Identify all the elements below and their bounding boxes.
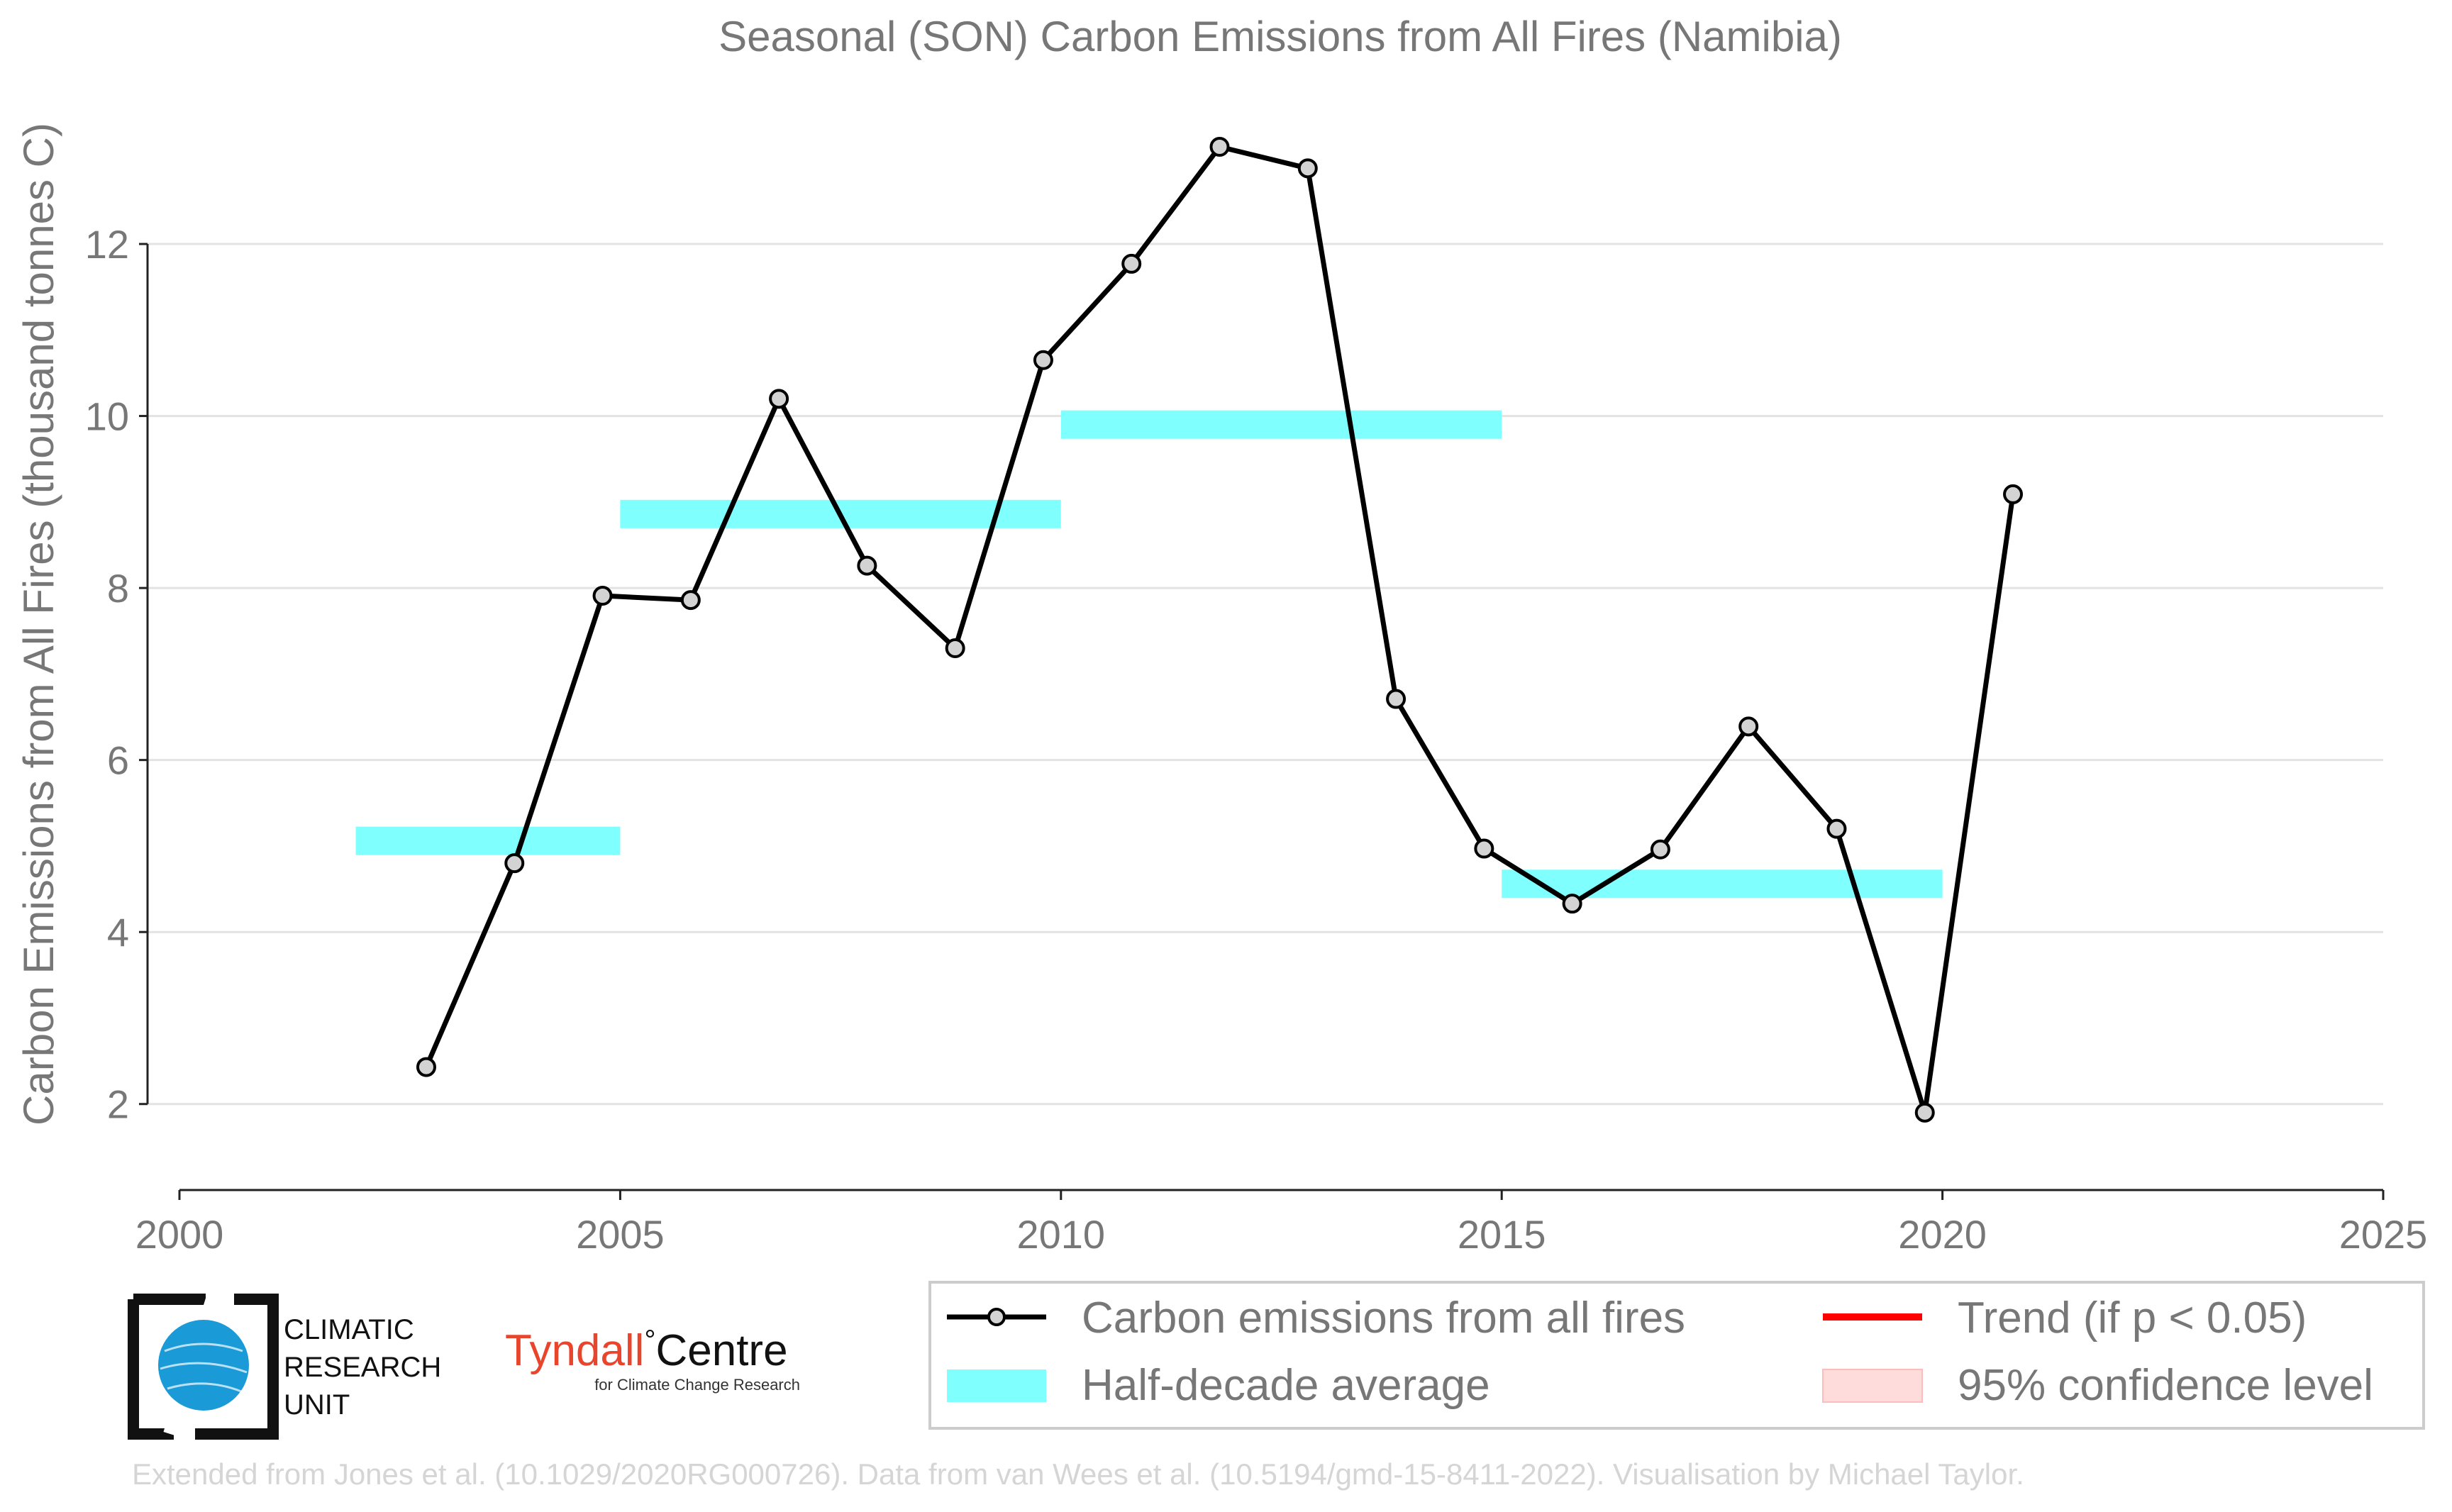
- cru-line-2: RESEARCH: [284, 1352, 441, 1383]
- tyndall-subtitle: for Climate Change Research: [594, 1376, 800, 1394]
- cru-logo: CLIMATIC RESEARCH UNIT: [128, 1294, 441, 1440]
- data-point: [1650, 839, 1670, 860]
- data-point: [1562, 894, 1582, 914]
- data-point: [1826, 818, 1847, 839]
- data-point: [1914, 1102, 1935, 1123]
- legend-item-confidence: 95% confidence level: [1822, 1361, 2373, 1410]
- legend: Carbon emissions from all fires Trend (i…: [928, 1281, 2425, 1430]
- x-tick-label: 2000: [135, 1212, 224, 1257]
- cru-line-1: CLIMATIC: [284, 1314, 414, 1345]
- y-tick-label: 10: [85, 394, 129, 439]
- data-point: [592, 586, 613, 606]
- data-point: [1297, 158, 1318, 179]
- data-point: [680, 590, 701, 611]
- tyndall-degree: °: [644, 1325, 655, 1356]
- legend-swatch-confidence: [1822, 1369, 1923, 1403]
- gridlines: [148, 243, 2383, 1106]
- half-decade-bands: [355, 410, 1943, 899]
- data-point: [416, 1057, 436, 1077]
- data-point: [2003, 484, 2024, 504]
- legend-marker-emissions: [987, 1308, 1006, 1326]
- legend-item-half-decade: Half-decade average: [947, 1361, 1490, 1410]
- y-tick-label: 6: [107, 738, 129, 783]
- cru-line-3: UNIT: [284, 1389, 350, 1421]
- y-axis: 2 4 6 8 10 12: [85, 222, 149, 1127]
- chart-title: Seasonal (SON) Carbon Emissions from All…: [719, 13, 1842, 60]
- x-axis: 2000 2005 2010 2015 2020 2025: [135, 1189, 2428, 1257]
- series-line: [423, 144, 2016, 1116]
- x-tick-label: 2010: [1017, 1212, 1106, 1257]
- legend-label-confidence: 95% confidence level: [1958, 1361, 2373, 1410]
- data-point: [1033, 350, 1053, 370]
- y-tick-label: 2: [107, 1082, 129, 1127]
- x-tick-label: 2005: [576, 1212, 665, 1257]
- data-point: [504, 853, 525, 874]
- footer-credits: Extended from Jones et al. (10.1029/2020…: [132, 1457, 2024, 1491]
- legend-swatch-half-decade: [947, 1369, 1046, 1402]
- globe-icon: [158, 1320, 249, 1411]
- data-point: [945, 638, 965, 658]
- y-tick-label: 8: [107, 566, 129, 611]
- legend-label-half-decade: Half-decade average: [1082, 1361, 1490, 1410]
- half-decade-bar: [1502, 869, 1943, 899]
- data-point: [1386, 689, 1407, 709]
- half-decade-bar: [1060, 410, 1502, 439]
- legend-label-emissions: Carbon emissions from all fires: [1082, 1294, 1685, 1343]
- y-tick-label: 4: [107, 910, 129, 955]
- data-point: [857, 555, 877, 576]
- data-point: [1738, 716, 1759, 737]
- data-point: [769, 389, 789, 409]
- tyndall-logo: Tyndall°Centre for Climate Change Resear…: [505, 1325, 800, 1394]
- x-tick-label: 2015: [1458, 1212, 1546, 1257]
- data-point: [1121, 253, 1142, 274]
- legend-item-emissions: Carbon emissions from all fires: [947, 1294, 1685, 1343]
- y-tick-label: 12: [85, 222, 129, 267]
- tyndall-name: Tyndall: [505, 1326, 644, 1375]
- y-axis-label: Carbon Emissions from All Fires (thousan…: [15, 123, 62, 1125]
- data-point: [1474, 838, 1494, 859]
- legend-box: [928, 1281, 2425, 1430]
- emissions-series: [416, 136, 2024, 1123]
- svg-text:Tyndall°Centre: Tyndall°Centre: [505, 1325, 788, 1375]
- x-tick-label: 2025: [2339, 1212, 2428, 1257]
- tyndall-centre: Centre: [655, 1326, 787, 1375]
- data-point: [1209, 136, 1230, 157]
- legend-label-trend: Trend (if p < 0.05): [1958, 1294, 2307, 1343]
- x-tick-label: 2020: [1898, 1212, 1987, 1257]
- half-decade-bar: [355, 826, 621, 855]
- legend-item-trend: Trend (if p < 0.05): [1823, 1294, 2307, 1343]
